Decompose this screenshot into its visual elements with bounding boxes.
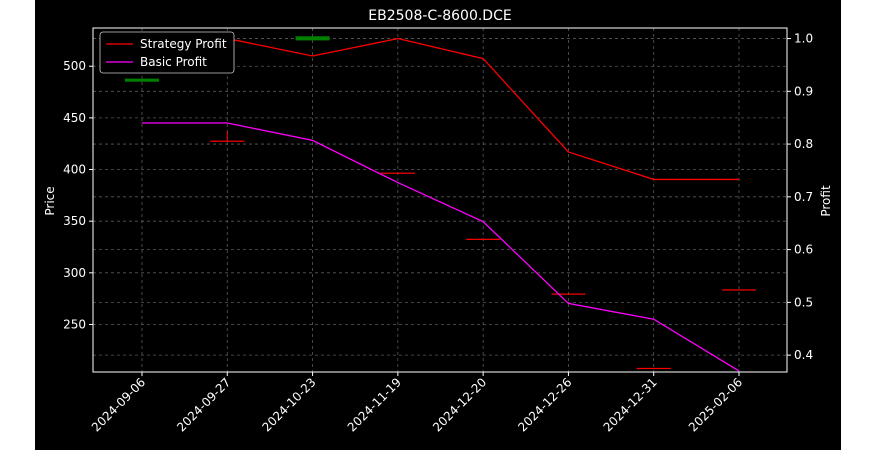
legend: Strategy Profit Basic Profit [99,31,235,74]
y-tick-label: 400 [63,163,86,177]
x-tick-label: 2024-12-26 [515,375,574,434]
chart-figure: EB2508-C-8600.DCE Price Profit 250 300 350… [35,0,841,450]
y2-tick-label: 0.7 [794,190,813,204]
y2-tick-label: 0.9 [794,84,813,98]
x-tick-label: 2024-12-20 [430,375,489,434]
y2-tick-label: 0.4 [794,348,813,362]
series-line-strategy-profit [142,37,739,181]
x-tick-label: 2024-11-19 [345,375,404,434]
x-tick-label: 2024-09-27 [174,375,233,434]
candle [636,367,671,370]
y2-tick-label: 0.6 [794,243,813,257]
candle [125,78,159,82]
plot-frame [92,27,788,373]
candle [380,172,415,174]
y-tick-label: 350 [63,214,86,228]
candle [466,238,501,240]
y-tick-label: 450 [63,111,86,125]
candle-body [722,289,756,291]
y-tick-label: 300 [63,266,86,280]
chart-title: EB2508-C-8600.DCE [368,8,511,24]
x-tick-label: 2025-02-06 [686,375,745,434]
x-tick-label: 2024-09-06 [89,375,148,434]
y-tick-label: 500 [63,59,86,73]
legend-label: Strategy Profit [140,37,227,51]
x-tick-label: 2024-12-31 [601,375,660,434]
candle-body [295,36,330,41]
candle [210,131,245,142]
legend-box [99,31,235,74]
candle [722,289,756,291]
chart-svg: EB2508-C-8600.DCE Price Profit 250 300 350… [43,8,833,434]
legend-label: Basic Profit [140,55,207,69]
y2-axis-label: Profit [819,185,833,217]
y-tick-label: 250 [63,317,86,331]
y2-tick-label: 0.8 [794,137,813,151]
candle-body [125,78,159,82]
candle [551,293,586,295]
x-tick-label: 2024-10-23 [259,375,318,434]
grid-lines [93,28,787,372]
candle-body [636,367,671,370]
y2-tick-label: 0.5 [794,295,813,309]
candle [295,36,330,41]
y-axis-label: Price [43,186,57,215]
candles [125,36,756,370]
series-line-basic-profit [142,122,740,372]
candle-body [380,172,415,174]
candle-body [551,293,586,295]
candle-body [466,238,501,240]
y2-tick-label: 1.0 [794,32,813,46]
candle-body [210,140,245,142]
